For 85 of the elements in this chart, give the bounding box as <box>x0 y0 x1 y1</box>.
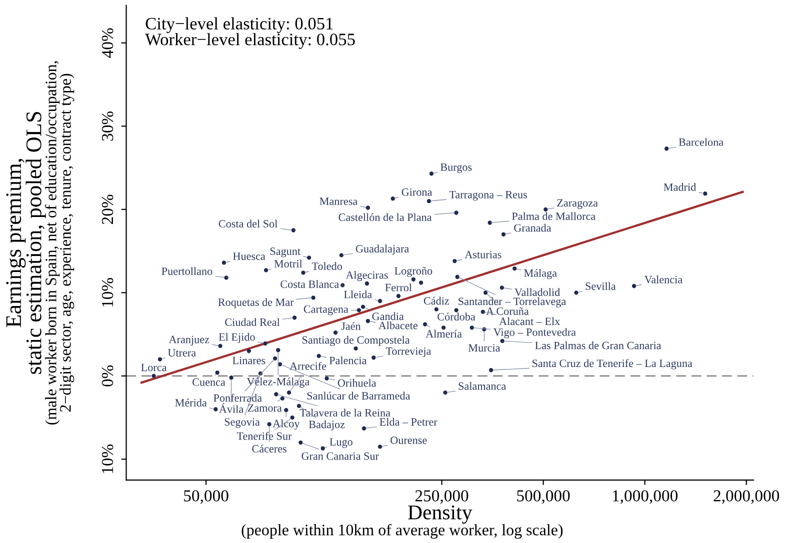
x-tick-label: 500,000 <box>517 490 570 504</box>
x-axis-title: Density <box>408 505 472 524</box>
y-tick-label: 20% <box>102 194 114 224</box>
annotation: Sevilla <box>586 282 616 290</box>
annotation: Las Palmas de Gran Canaria <box>535 341 662 350</box>
y-tick-label: 10% <box>102 444 114 474</box>
annotation: Palma de Mallorca <box>512 212 596 220</box>
annotation: Guadalajara <box>356 244 409 255</box>
annotation: Vigo – Pontevedra <box>493 328 576 338</box>
x-tick-label: 2,000,000 <box>714 490 780 504</box>
text: (people within 10km of average worker, log scale) <box>242 524 563 539</box>
annotation: Murcia <box>468 344 500 352</box>
annotation: Arrecife <box>290 362 326 370</box>
annotation: Logroño <box>394 267 432 277</box>
annotation: Torrevieja <box>386 347 432 358</box>
text: (male worker born in Spain, net of education/occupation, 2−digit sector, age, experience, tenure, contract type) <box>44 61 74 425</box>
annotation: Granada <box>514 224 552 232</box>
annotation: Barcelona <box>678 138 724 146</box>
annotation: Costa Blanca <box>280 280 339 288</box>
annotation: Alcoy <box>272 420 300 430</box>
annotation: Madrid <box>664 183 696 191</box>
annotation: Alacant – Elx <box>499 317 560 326</box>
annotation: Almería <box>426 330 462 338</box>
annotation: Vélez-Málaga <box>246 378 310 388</box>
annotation: Valencia <box>644 275 682 284</box>
annotation: Ourense <box>390 436 427 444</box>
annotation: Sagunt <box>270 247 300 258</box>
annotation: Aranjuez <box>168 336 210 346</box>
annotation: Ávila <box>219 403 244 413</box>
annotation: Badajoz <box>308 420 345 430</box>
annotation: Manresa <box>320 198 358 206</box>
annotation: City−level elasticity: 0.051 Worker−level elasticity: 0.055 <box>145 17 355 49</box>
annotation: Cáceres <box>252 444 286 453</box>
annotation: Talavera de la Reina <box>300 408 390 417</box>
annotation: Puertollano <box>162 267 212 275</box>
annotation: Cuenca <box>192 378 226 386</box>
annotation: Zamora <box>248 404 282 412</box>
annotation: Salamanca <box>458 382 506 390</box>
annotation: Huesca <box>233 252 266 260</box>
x-tick-label: 250,000 <box>415 490 468 504</box>
y-tick-label: 10% <box>102 278 114 306</box>
annotation: Motril <box>274 260 302 268</box>
annotation: Tarragona – Reus <box>449 190 527 201</box>
annotation: Girona <box>402 188 432 196</box>
annotation: Linares <box>232 356 266 364</box>
y-tick-label: 0% <box>102 365 114 386</box>
annotation: Orihuela <box>338 378 376 387</box>
annotation: Santander – Torrelavega <box>458 297 566 308</box>
annotation: Zaragoza <box>557 199 598 209</box>
annotation: Roquetas de Mar <box>218 298 294 308</box>
annotation: El Ejido <box>218 332 255 344</box>
y-tick-label: 40% <box>102 28 114 58</box>
x-tick-label: 50,000 <box>184 490 228 504</box>
annotation: Valladolid <box>514 288 560 296</box>
annotation: Santiago de Compostela <box>302 336 410 346</box>
annotation: Ciudad Real <box>225 318 280 326</box>
annotation: Toledo <box>312 262 342 270</box>
annotation: Utrera <box>168 349 196 357</box>
annotation: Segovia <box>224 418 260 428</box>
annotation: Lleida <box>344 290 372 298</box>
annotation: A Coruña <box>486 307 529 315</box>
annotation: Asturias <box>464 250 502 258</box>
annotation: Gandia <box>372 312 404 320</box>
y-tick-label: 30% <box>102 111 114 141</box>
annotation: Sanlúcar de Barrameda <box>307 392 410 400</box>
annotation: Elda – Petrer <box>380 418 438 426</box>
annotation: Córdoba <box>438 312 476 320</box>
annotation: Cartagena <box>304 305 348 316</box>
annotation: Burgos <box>440 163 472 174</box>
y-axis-title: Earnings premium, static estimation, pooled OLS <box>6 112 46 374</box>
annotation: Costa del Sol <box>218 220 278 228</box>
annotation: Palencia <box>329 356 367 364</box>
annotation: Málaga <box>524 268 557 280</box>
annotation: Cádiz <box>424 296 450 305</box>
annotation: Gran Canaria Sur <box>302 452 379 460</box>
annotation: Castellón de la Plana <box>338 213 432 222</box>
annotation: Albacete <box>378 321 418 330</box>
annotation: Algeciras <box>346 270 388 282</box>
annotation: Ferrol <box>385 283 412 292</box>
annotation: Santa Cruz de Tenerife – La Laguna <box>532 359 692 370</box>
x-tick-label: 1,000,000 <box>612 490 678 504</box>
annotation: Lugo <box>330 438 352 448</box>
annotation: Mérida <box>175 398 207 407</box>
annotation: Jaén <box>341 322 361 330</box>
annotation: Lorca <box>141 364 167 372</box>
